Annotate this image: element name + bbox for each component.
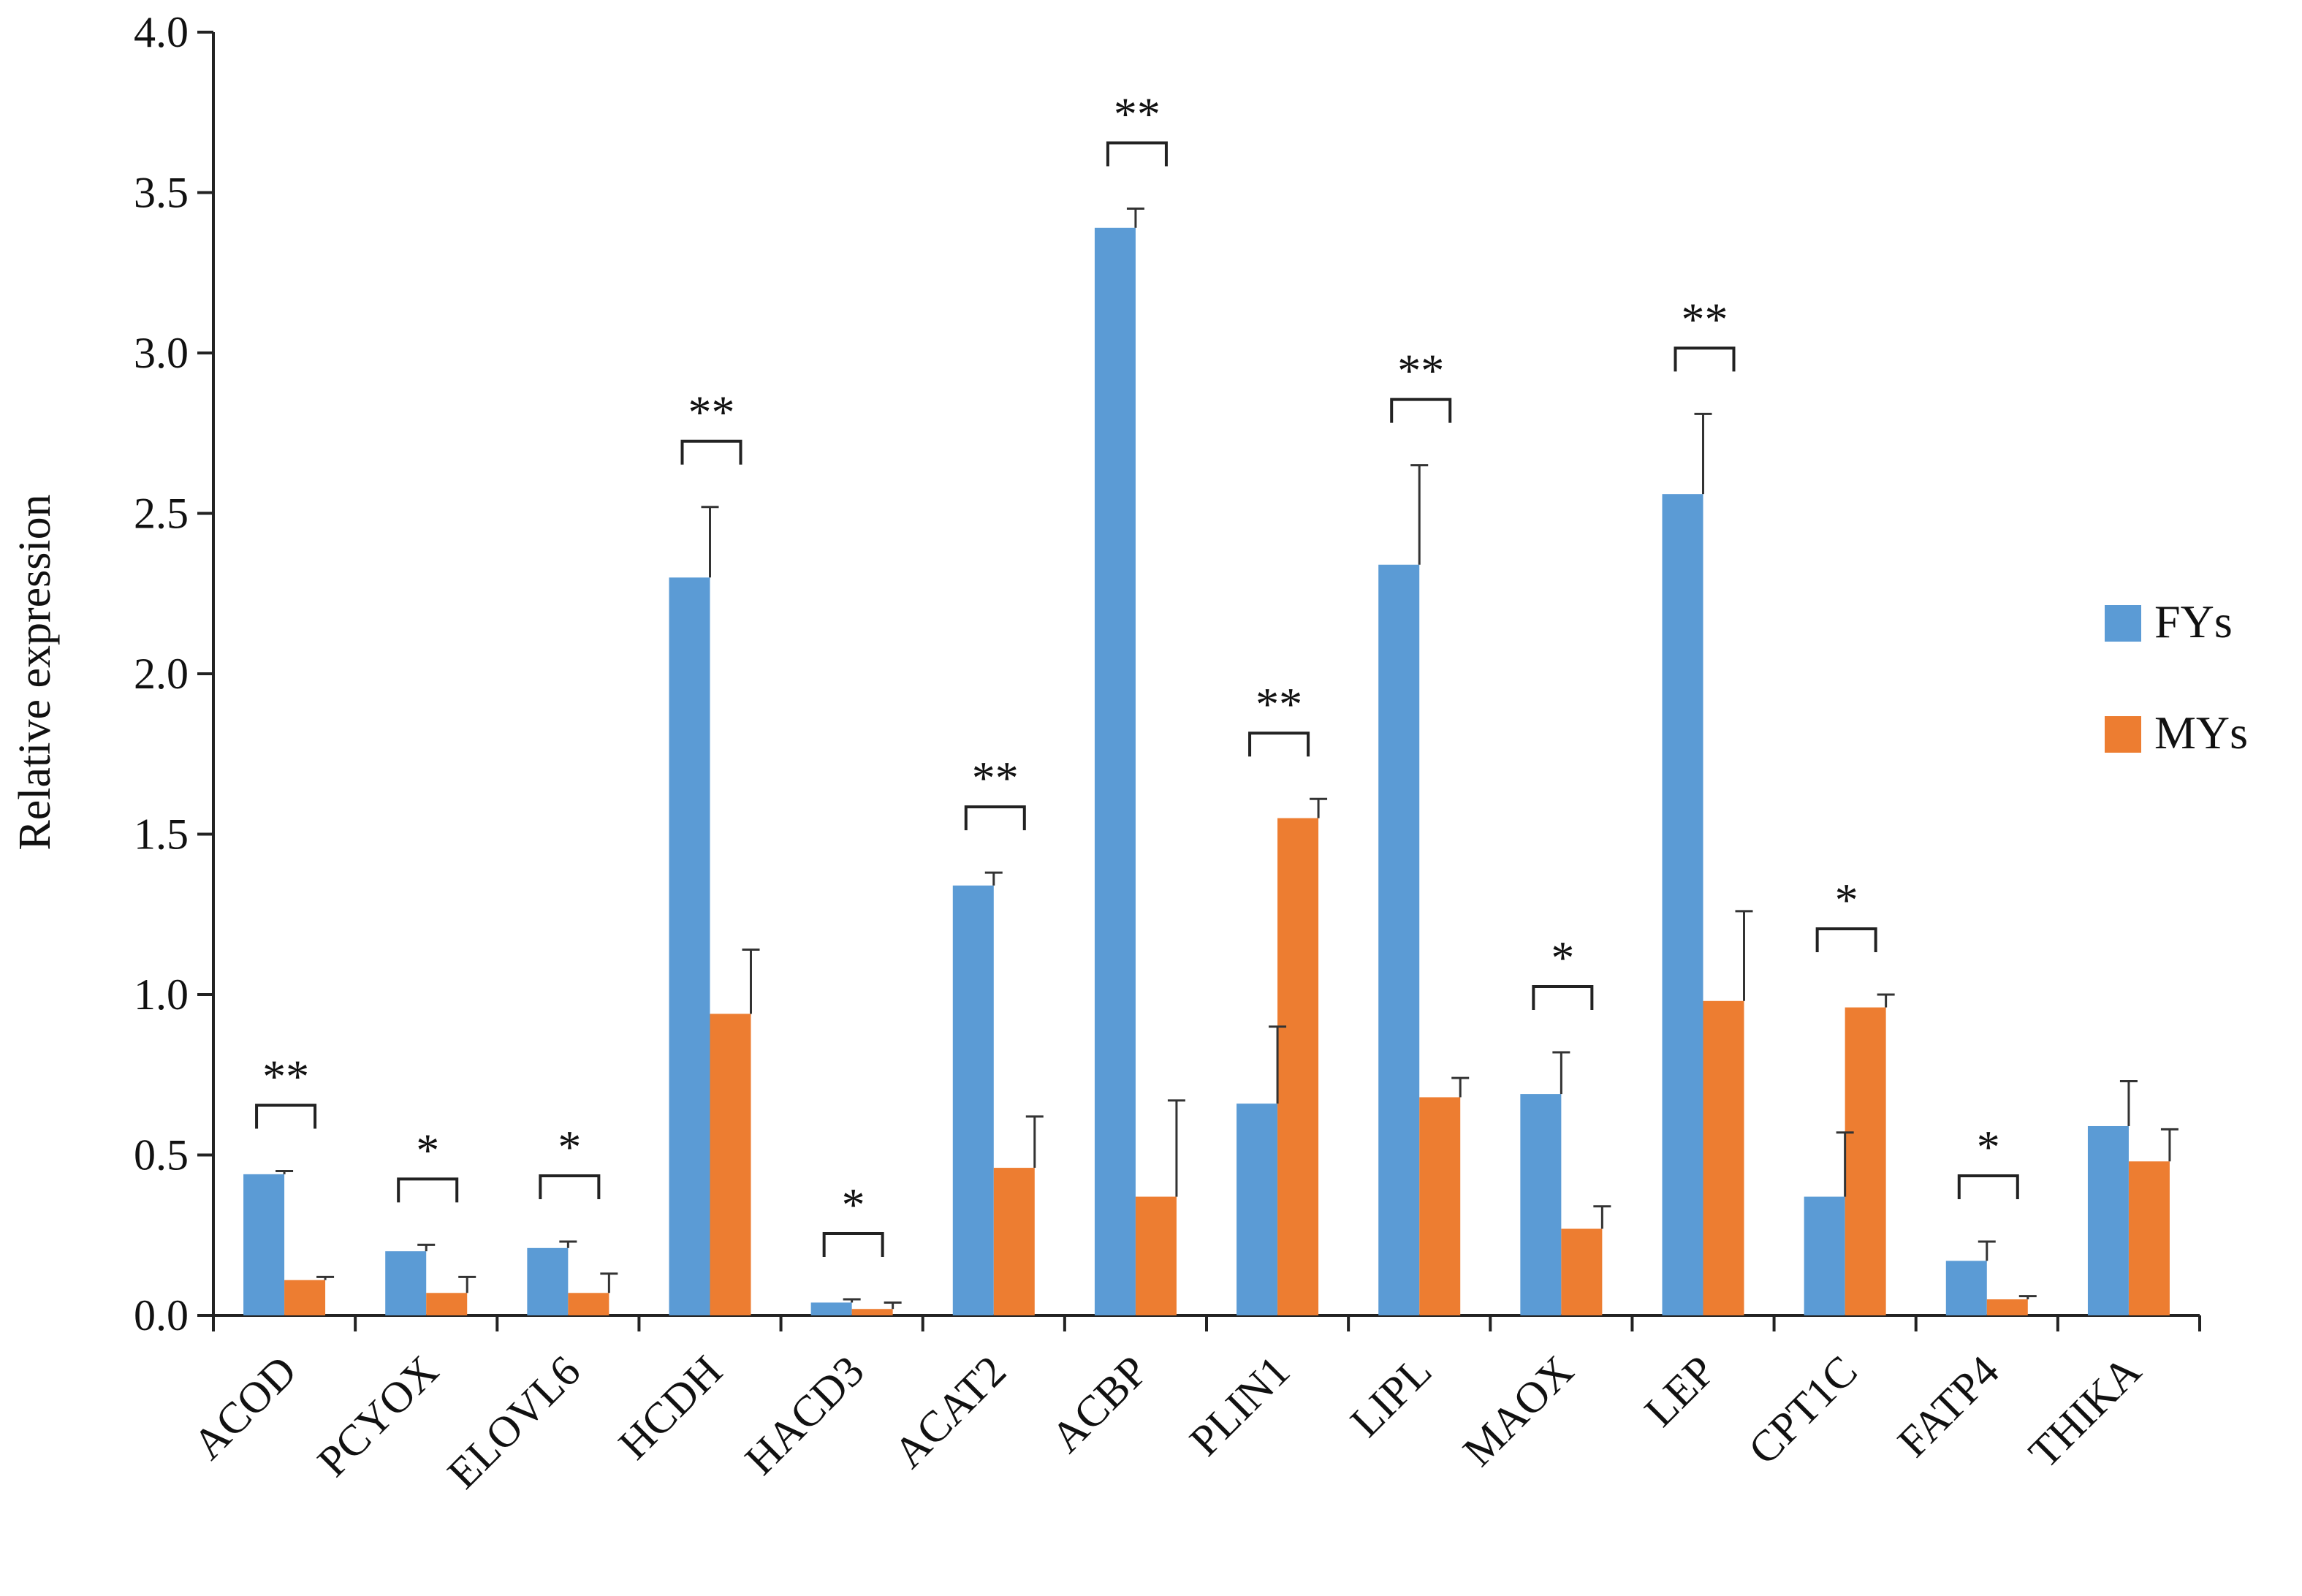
significance-bracket [1815,927,1877,952]
bar-fys-pcyox [385,1251,427,1315]
bar-fys-elovl6 [527,1247,569,1315]
category-label-acbp: ACBP [1042,1347,1158,1462]
bar-mys-fatp4 [1986,1299,2028,1315]
y-tick-label: 2.0 [134,650,189,698]
significance-marker: ** [1114,88,1161,140]
bar-mys-lep [1703,1000,1744,1315]
significance-bracket [539,1174,601,1200]
bars-layer [243,227,2170,1316]
bar-fys-hacd3 [810,1302,852,1315]
axes-layer [197,31,2201,1331]
category-label-cpt1c: CPT1C [1739,1347,1866,1474]
y-tick-label: 0.5 [134,1131,189,1179]
bar-fys-lep [1662,494,1703,1316]
bar-mys-hcdh [710,1014,751,1315]
bar-mys-cpt1c [1845,1007,1886,1315]
significance-marker: ** [972,752,1019,804]
bar-fys-lipl [1378,564,1420,1315]
y-tick-label: 2.5 [134,490,189,538]
significance-marker: * [416,1124,439,1176]
y-tick-label: 1.5 [134,810,189,859]
y-tick-label: 1.0 [134,970,189,1019]
significance-bracket [1248,732,1310,757]
bar-fys-plin1 [1237,1103,1278,1315]
significance-bracket [1390,398,1452,423]
category-label-lipl: LIPL [1341,1347,1440,1446]
legend-label-fys: FYs [2154,596,2233,647]
significance-layer: *** ***************** [255,88,2019,1258]
bar-mys-hacd3 [851,1309,893,1315]
bar-fys-acod [243,1174,285,1315]
bar-mys-acbp [1135,1196,1177,1315]
legend-swatch-fys [2105,605,2141,642]
category-label-maox: MAOX [1454,1347,1582,1475]
significance-bracket [1106,141,1168,167]
bar-mys-thika [2128,1161,2170,1315]
significance-bracket [1957,1174,2019,1200]
bar-fys-cpt1c [1804,1196,1845,1315]
bar-fys-hcdh [669,577,710,1315]
bar-mys-lipl [1419,1097,1461,1315]
significance-bracket [1532,985,1594,1011]
significance-marker: * [1551,932,1574,984]
bar-fys-thika [2087,1125,2129,1315]
legend-label-mys: MYs [2154,707,2248,759]
significance-bracket [397,1177,459,1203]
legend-swatch-mys [2105,716,2141,753]
significance-marker: ** [688,387,735,438]
significance-marker: * [1835,874,1858,926]
category-label-acat2: ACAT2 [884,1347,1015,1478]
bar-fys-fatp4 [1945,1261,1987,1315]
category-label-thika: THIKA [2019,1347,2150,1478]
significance-bracket [822,1232,884,1258]
bar-mys-elovl6 [568,1293,609,1315]
bar-fys-maox [1520,1094,1562,1315]
significance-marker: * [1977,1121,2000,1173]
significance-bracket [680,439,742,465]
significance-marker: ** [262,1050,309,1102]
category-label-pcyox: PCYOX [308,1347,447,1486]
significance-marker: * [558,1121,581,1173]
bar-mys-acat2 [993,1168,1035,1315]
category-label-plin1: PLIN1 [1180,1347,1299,1465]
bar-mys-plin1 [1277,818,1319,1315]
category-label-lep: LEP [1636,1347,1725,1436]
bar-mys-maox [1561,1228,1603,1315]
category-label-hcdh: HCDH [609,1347,732,1469]
error-bars-layer [276,207,2178,1310]
significance-bracket [255,1103,317,1129]
category-label-fatp4: FATP4 [1888,1347,2008,1467]
y-tick-label: 4.0 [134,8,189,56]
bar-mys-acod [284,1280,326,1315]
significance-marker: * [842,1179,865,1231]
bar-fys-acbp [1094,227,1136,1315]
bar-fys-acat2 [952,885,994,1315]
y-tick-label: 3.5 [134,169,189,217]
legend: FYs MYs [2105,596,2248,759]
significance-bracket [964,805,1026,831]
significance-marker: ** [1256,678,1302,730]
category-label-acod: ACOD [183,1347,305,1469]
significance-marker: ** [1397,345,1444,397]
y-tick-label: 3.0 [134,329,189,377]
y-tick-label: 0.0 [134,1291,189,1340]
category-label-hacd3: HACD3 [736,1347,873,1484]
significance-marker: ** [1682,293,1728,345]
bar-mys-pcyox [426,1293,468,1315]
y-axis-title: Relative expression [10,494,60,850]
category-label-elovl6: ELOVL6 [438,1347,590,1498]
significance-bracket [1674,346,1736,372]
